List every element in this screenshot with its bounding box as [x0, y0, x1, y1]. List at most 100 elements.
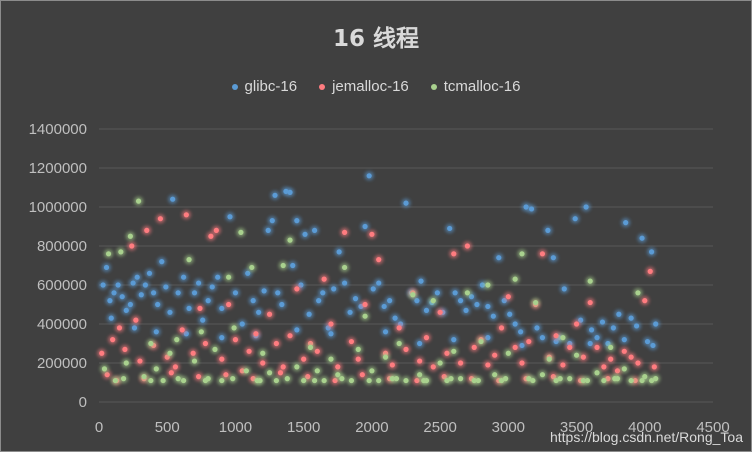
- y-tick-label: 800000: [37, 238, 87, 255]
- data-point: [99, 350, 105, 356]
- data-point: [120, 376, 127, 382]
- data-point: [243, 368, 249, 374]
- data-point: [628, 315, 634, 321]
- data-point: [628, 354, 634, 360]
- data-point: [260, 350, 266, 356]
- data-point: [444, 350, 450, 356]
- legend-label-glibc: glibc-16: [244, 78, 298, 95]
- x-tick-label: 0: [95, 419, 103, 436]
- chart-title: 16 线程: [332, 26, 419, 52]
- data-point: [342, 229, 348, 235]
- data-point: [279, 301, 285, 308]
- data-point: [447, 225, 453, 232]
- data-point: [167, 309, 173, 315]
- data-point: [366, 377, 372, 384]
- data-point: [163, 284, 169, 290]
- data-point: [269, 218, 275, 224]
- data-point: [180, 274, 187, 280]
- data-point: [492, 372, 498, 378]
- data-point: [320, 290, 326, 296]
- data-point: [561, 286, 567, 292]
- data-point: [414, 377, 420, 384]
- data-point: [175, 290, 181, 296]
- data-point: [213, 227, 219, 233]
- data-point: [451, 337, 457, 343]
- data-point: [307, 344, 314, 350]
- data-point: [393, 376, 400, 382]
- data-point: [277, 370, 284, 376]
- data-point: [359, 372, 365, 378]
- data-point: [534, 325, 540, 331]
- data-point: [260, 360, 266, 366]
- data-point: [347, 309, 353, 315]
- data-point: [230, 376, 236, 382]
- data-point: [355, 346, 361, 352]
- data-point: [116, 325, 123, 331]
- data-point: [594, 370, 600, 376]
- data-point: [294, 218, 300, 224]
- legend-marker-tcmalloc: [430, 83, 437, 90]
- data-point: [362, 313, 368, 319]
- data-point: [639, 377, 645, 384]
- data-point: [403, 346, 409, 352]
- data-point: [362, 301, 368, 308]
- data-point: [437, 309, 443, 315]
- data-point: [200, 317, 206, 323]
- data-point: [205, 298, 211, 304]
- data-point: [635, 360, 641, 366]
- data-point: [430, 298, 436, 304]
- data-point: [208, 233, 214, 239]
- chart-legend: glibc-16 jemalloc-16 tcmalloc-16: [1, 78, 751, 95]
- data-point: [594, 335, 600, 341]
- data-point: [137, 358, 143, 364]
- data-point: [474, 301, 480, 308]
- data-point: [284, 376, 290, 382]
- data-point: [518, 329, 524, 335]
- data-point: [202, 377, 209, 384]
- series-glibc-16: [98, 171, 661, 351]
- data-point: [528, 206, 535, 212]
- data-point: [142, 282, 148, 288]
- data-point: [146, 270, 153, 276]
- data-point: [503, 376, 509, 382]
- watermark-text: https://blog.csdn.net/Rong_Toa: [549, 429, 743, 445]
- y-tick-label: 400000: [37, 316, 87, 333]
- data-point: [505, 294, 511, 300]
- data-point: [191, 290, 198, 296]
- data-point: [101, 366, 108, 372]
- data-point: [621, 337, 627, 343]
- data-point: [127, 301, 133, 308]
- data-point: [131, 325, 138, 331]
- data-point: [496, 255, 502, 261]
- x-tick-label: 4000: [628, 419, 661, 436]
- data-point: [150, 290, 157, 296]
- data-point: [135, 198, 142, 204]
- data-point: [573, 321, 580, 327]
- data-point: [175, 376, 181, 382]
- data-point: [107, 298, 113, 304]
- data-point: [463, 307, 469, 313]
- data-point: [587, 278, 593, 284]
- data-point: [245, 270, 251, 276]
- data-point: [376, 377, 382, 384]
- y-tick-label: 1400000: [29, 121, 87, 138]
- data-point: [226, 274, 232, 280]
- data-point: [287, 189, 293, 195]
- data-point: [321, 377, 327, 384]
- data-point: [567, 344, 573, 350]
- data-point: [452, 290, 458, 296]
- data-point: [153, 329, 159, 335]
- data-point: [519, 251, 525, 257]
- data-point: [174, 337, 180, 343]
- data-point: [311, 227, 318, 233]
- data-point: [519, 360, 525, 366]
- data-point: [417, 358, 423, 364]
- data-point: [118, 249, 124, 255]
- data-point: [104, 372, 110, 378]
- data-point: [610, 325, 616, 331]
- series-tcmalloc-16: [99, 196, 661, 386]
- data-point: [471, 344, 477, 350]
- data-point: [155, 301, 161, 308]
- data-point: [616, 311, 622, 317]
